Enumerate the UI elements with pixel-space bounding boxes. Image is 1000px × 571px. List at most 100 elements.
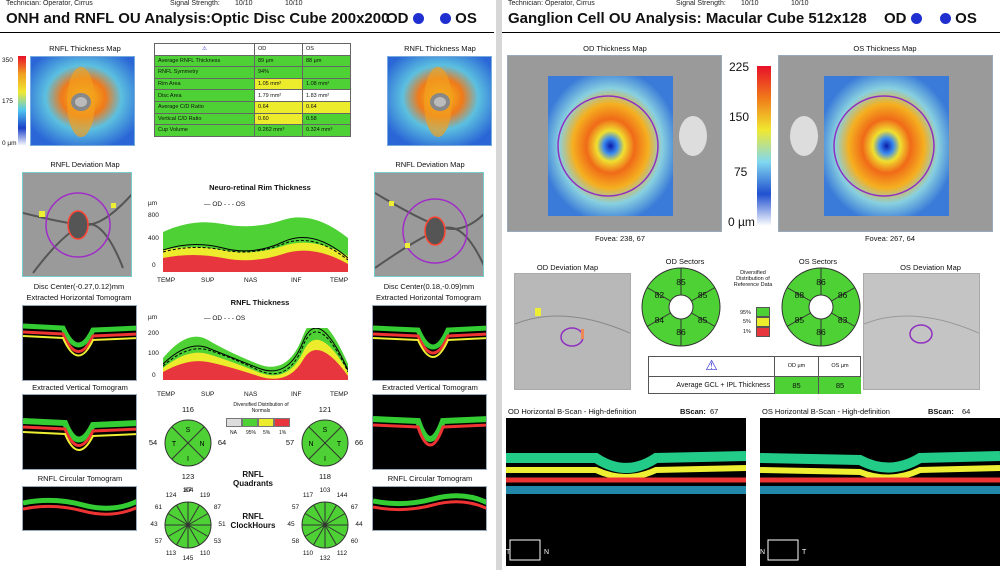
os-rnfl-thickness-map-title: RNFL Thickness Map: [404, 44, 476, 53]
svg-text:S: S: [186, 427, 191, 434]
table-cell-os: 0.58: [302, 112, 351, 126]
normals-swatches: [226, 418, 290, 427]
signal-strength-label: Signal Strength:: [170, 0, 220, 7]
gc-od-deviation-map-title: OD Deviation Map: [536, 263, 599, 272]
gcl-header-od: OD µm: [774, 357, 818, 376]
clockhour-value: 124: [165, 491, 177, 499]
svg-text:N: N: [199, 441, 204, 448]
os-circular-tomogram[interactable]: [372, 486, 487, 531]
gc-os-eye-label: OS: [940, 10, 977, 27]
gc-od-dot-icon: [910, 13, 922, 24]
gc-os-deviation-map-title: OS Deviation Map: [900, 263, 961, 272]
rnfl-unit: µm: [148, 314, 158, 321]
technician-label: Technician: Operator, Cirrus: [6, 0, 93, 7]
gc-od-thickness-map[interactable]: [507, 55, 722, 232]
od-rnfl-thickness-map[interactable]: [30, 56, 135, 146]
gcl-od-value: 85: [774, 376, 818, 394]
svg-text:N: N: [544, 549, 549, 556]
svg-text:T: T: [172, 441, 177, 448]
gc-signal-os: 10/10: [791, 0, 809, 7]
table-header-os: OS: [302, 43, 351, 56]
rnfl-legend: — OD - - - OS: [204, 315, 246, 322]
reference-data-title: Diversified Distribution of Reference Da…: [733, 270, 773, 288]
clockhour-value: 103: [319, 487, 331, 494]
os-horizontal-tomogram[interactable]: [372, 305, 487, 381]
od-bscan-title: OD Horizontal B-Scan - High-definition: [508, 407, 637, 416]
od-colorbar: [18, 56, 26, 146]
os-quadrant-superior: 121: [318, 405, 332, 414]
sector-value: 85: [697, 289, 708, 300]
signal-od: 10/10: [235, 0, 253, 7]
clockhours-title: RNFL ClockHours: [230, 512, 276, 530]
os-eye-label: OS: [440, 10, 477, 27]
sector-value: 82: [654, 289, 665, 300]
reference-swatches: [756, 307, 770, 337]
od-horizontal-tomogram[interactable]: [22, 305, 137, 381]
od-rnfl-thickness-map-title: RNFL Thickness Map: [49, 44, 121, 53]
rim-ytick-800: 800: [148, 212, 159, 219]
gc-od-deviation-map[interactable]: [514, 273, 631, 390]
report-separator: [496, 0, 502, 570]
od-disc-center: Disc Center(-0.27,0.12)mm: [33, 282, 125, 291]
gc-os-dot-icon: [940, 13, 951, 24]
warning-icon: ⚠: [154, 43, 255, 56]
gc-os-deviation-map[interactable]: [863, 273, 980, 390]
svg-text:N: N: [308, 441, 313, 448]
clockhour-value: 112: [336, 550, 348, 558]
rim-unit: µm: [148, 200, 158, 207]
table-cell-od: 94%: [254, 66, 303, 79]
os-circular-tomogram-title: RNFL Circular Tomogram: [387, 474, 473, 483]
od-circular-tomogram[interactable]: [22, 486, 137, 531]
svg-text:I: I: [187, 456, 189, 463]
os-dot-icon: [440, 13, 451, 24]
clockhour-value: 87: [184, 487, 192, 494]
os-rnfl-thickness-map[interactable]: [387, 56, 492, 146]
clockhour-value: 110: [199, 550, 211, 558]
sector-value: 86: [837, 289, 848, 300]
sector-value: 83: [837, 314, 848, 325]
table-cell-os: 0.324 mm³: [302, 124, 351, 137]
gc-colorbar: [757, 66, 771, 226]
gc-os-thickness-map[interactable]: [778, 55, 993, 232]
gc-os-fovea: Fovea: 267, 64: [864, 234, 916, 243]
table-row-label: Cup Volume: [154, 124, 255, 137]
table-cell-od: 0.262 mm³: [254, 124, 303, 137]
os-rnfl-deviation-map[interactable]: [374, 172, 484, 277]
gcl-header-os: OS µm: [818, 357, 861, 376]
od-horizontal-tomogram-title: Extracted Horizontal Tomogram: [26, 293, 132, 302]
clockhour-value: 119: [199, 491, 211, 499]
clockhour-value: 60: [350, 538, 359, 545]
table-cell-od: 89 µm: [254, 54, 303, 68]
svg-text:T: T: [337, 441, 342, 448]
table-cell-os: [302, 66, 351, 79]
clockhour-value: 57: [291, 504, 300, 511]
table-row-label: Vertical C/D Ratio: [154, 112, 255, 126]
gc-signal-od: 10/10: [741, 0, 759, 7]
gc-header-divider: [502, 32, 1000, 33]
svg-text:N: N: [760, 549, 765, 556]
rnfl-xtick-temp2: TEMP: [330, 391, 349, 398]
table-row-label: Disc Area: [154, 89, 255, 102]
svg-text:I: I: [324, 456, 326, 463]
clockhour-value: 104: [182, 487, 194, 494]
os-vertical-tomogram[interactable]: [372, 394, 487, 470]
od-rnfl-deviation-map[interactable]: [22, 172, 132, 277]
svg-text:T: T: [506, 549, 511, 556]
table-row-label: Average RNFL Thickness: [154, 54, 255, 68]
table-cell-os: 88 µm: [302, 54, 351, 68]
table-row-label: Rim Area: [154, 77, 255, 91]
scale-350: 350: [2, 57, 13, 64]
rnfl-xtick-sup: SUP: [201, 391, 215, 398]
gcl-os-value: 85: [818, 376, 861, 394]
od-vertical-tomogram[interactable]: [22, 394, 137, 470]
table-row: RNFL Symmetry 94%: [154, 66, 351, 79]
gc-od-thickness-map-title: OD Thickness Map: [583, 44, 647, 53]
table-row: Cup Volume 0.262 mm³ 0.324 mm³: [154, 124, 351, 137]
signal-os: 10/10: [285, 0, 303, 7]
table-row: Vertical C/D Ratio 0.60 0.58: [154, 112, 351, 126]
rnfl-ytick-200: 200: [148, 330, 159, 337]
normals-5: 5%: [263, 430, 271, 436]
os-quadrant-inferior: 118: [319, 472, 331, 481]
